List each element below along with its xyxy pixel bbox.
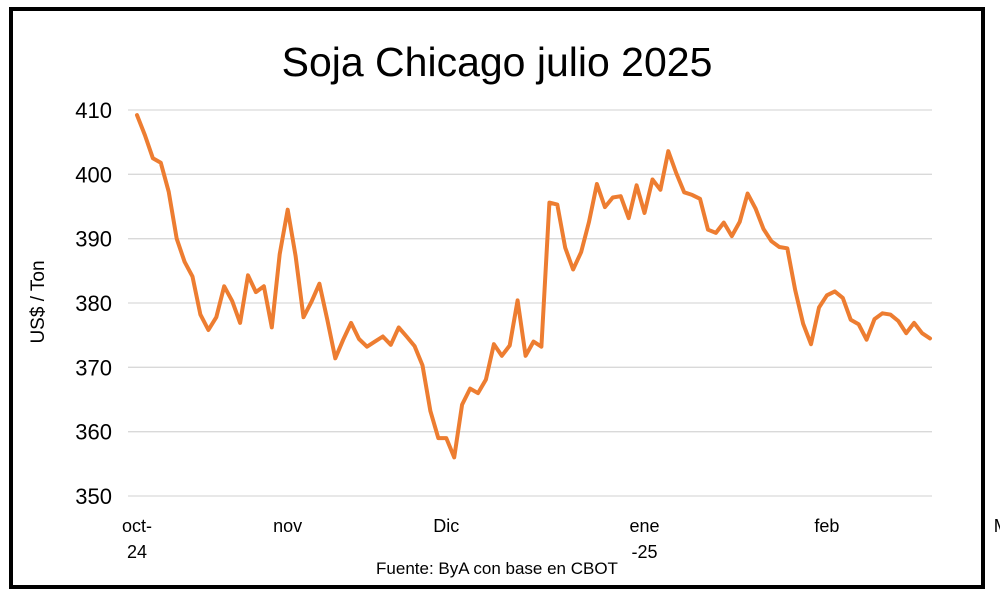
- price-series-line: [135, 113, 932, 460]
- gridlines: [128, 109, 932, 497]
- x-tick-label-5-0: Mar: [994, 516, 1000, 536]
- x-tick-label-3-0: ene: [629, 516, 659, 536]
- chart-frame: [9, 7, 985, 589]
- source-note: Fuente: ByA con base en CBOT: [376, 559, 618, 578]
- y-axis-tick-labels: 350 360 370 380 390 400 410: [75, 98, 112, 509]
- y-tick-label-350: 350: [75, 484, 112, 509]
- y-tick-label-410: 410: [75, 98, 112, 123]
- chart-title: Soja Chicago julio 2025: [282, 39, 713, 85]
- y-tick-label-390: 390: [75, 227, 112, 252]
- series-layer: [135, 113, 932, 460]
- x-tick-label-3-1: -25: [632, 542, 658, 562]
- x-tick-label-4-0: feb: [814, 516, 839, 536]
- x-tick-label-1-0: nov: [273, 516, 302, 536]
- x-tick-label-0-0: oct-: [122, 516, 152, 536]
- y-axis-label: US$ / Ton: [28, 260, 49, 343]
- x-axis-tick-labels: oct- 24 nov Dic ene -25 feb Mar: [122, 516, 1000, 562]
- y-tick-label-370: 370: [75, 355, 112, 380]
- x-tick-label-0-1: 24: [127, 542, 147, 562]
- x-tick-label-2-0: Dic: [433, 516, 459, 536]
- y-tick-label-360: 360: [75, 420, 112, 445]
- y-tick-label-380: 380: [75, 291, 112, 316]
- y-tick-label-400: 400: [75, 162, 112, 187]
